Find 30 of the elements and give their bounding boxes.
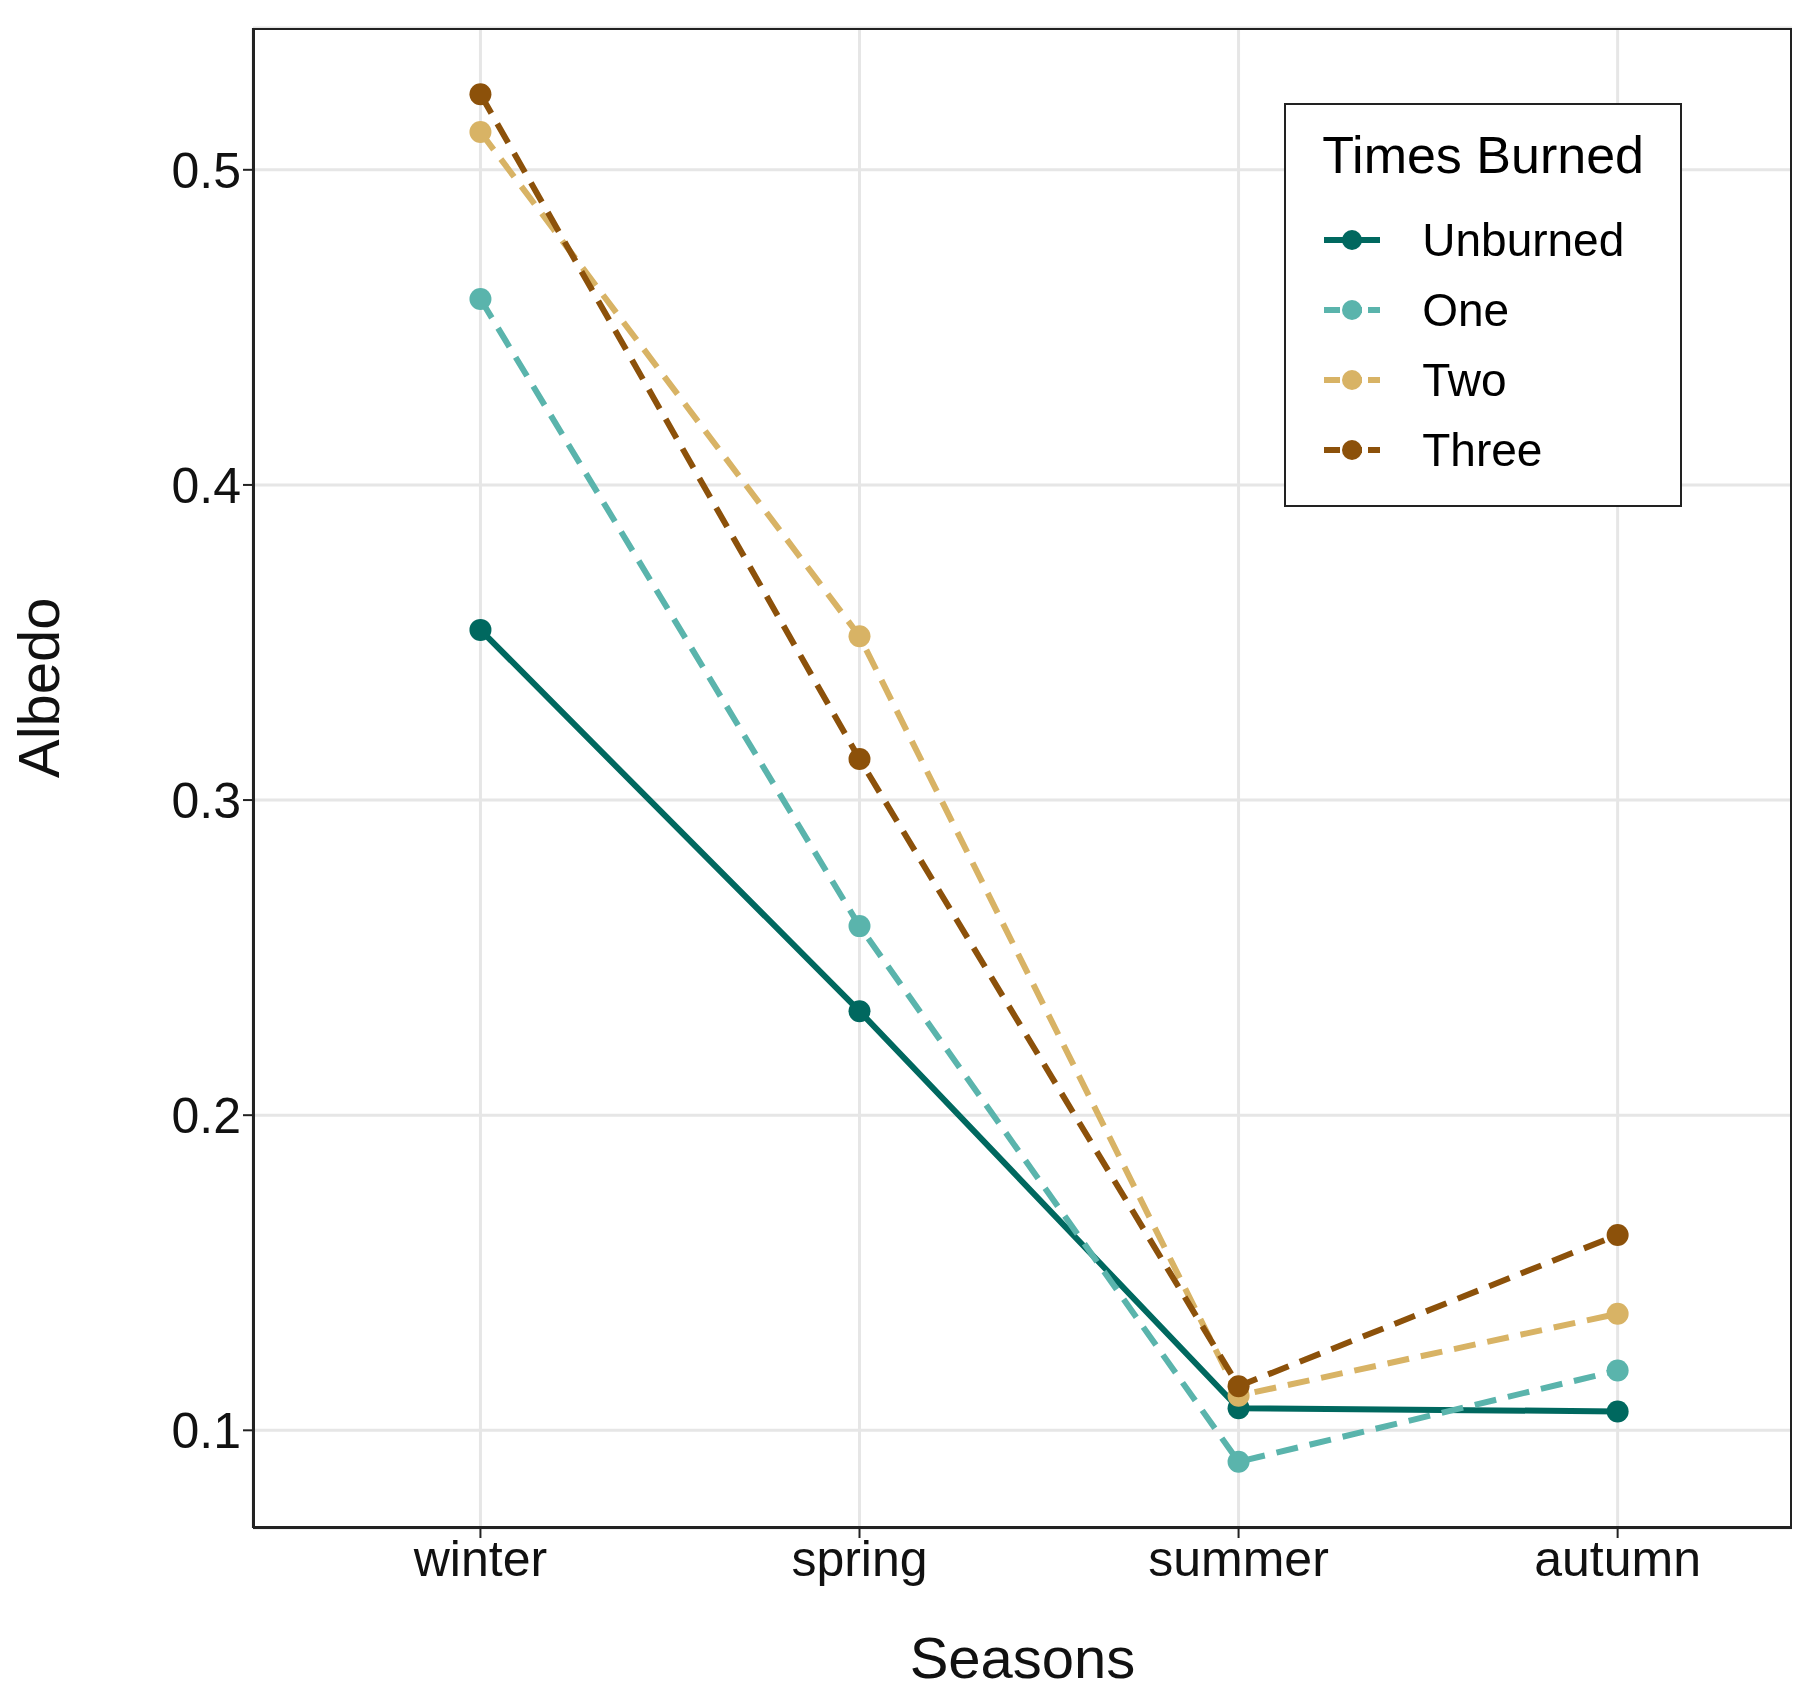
legend-label: Three (1422, 423, 1543, 477)
y-tick-label: 0.1 (171, 1403, 241, 1460)
point (1227, 1375, 1250, 1398)
x-tick-label: winter (412, 1530, 548, 1587)
point (848, 915, 871, 938)
y-axis-title: Albedo (5, 597, 71, 778)
point (848, 1000, 871, 1023)
point (469, 288, 492, 311)
x-tick-label: summer (1148, 1530, 1329, 1587)
point (1606, 1302, 1629, 1325)
legend-title: Times Burned (1322, 125, 1644, 185)
point (469, 120, 492, 143)
point (1606, 1400, 1629, 1423)
y-tick-label: 0.4 (171, 457, 241, 514)
point (1606, 1223, 1629, 1246)
point (469, 83, 492, 106)
point (1606, 1359, 1629, 1382)
point (469, 618, 492, 641)
legend-label: Two (1422, 353, 1507, 407)
point (1227, 1450, 1250, 1473)
y-tick-label: 0.5 (171, 142, 241, 199)
legend-label: Unburned (1422, 213, 1625, 267)
x-tick-label: autumn (1534, 1530, 1702, 1587)
point (848, 748, 871, 771)
y-tick-label: 0.2 (171, 1087, 241, 1144)
x-axis-title: Seasons (909, 1625, 1136, 1690)
x-tick-label: spring (791, 1530, 928, 1587)
y-tick-label: 0.3 (171, 772, 241, 829)
point (848, 625, 871, 648)
legend-label: One (1422, 283, 1510, 337)
